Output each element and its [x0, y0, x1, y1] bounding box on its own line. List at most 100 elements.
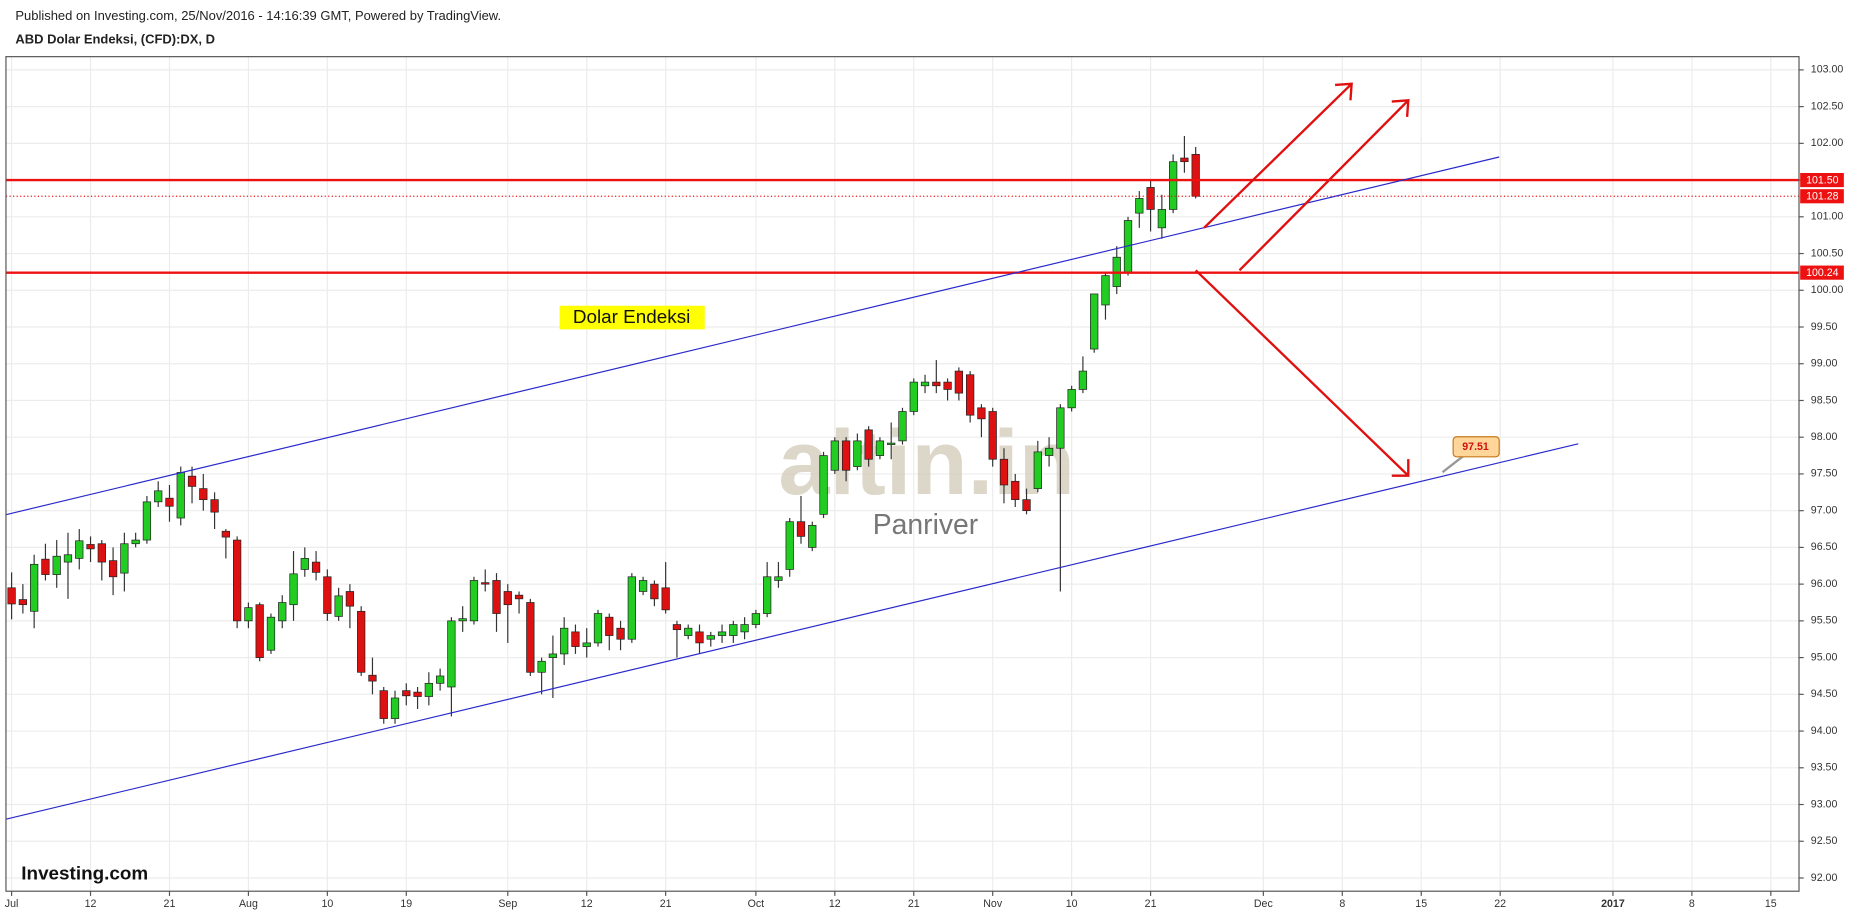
last-price-box — [1800, 189, 1844, 204]
candle-body — [165, 497, 174, 507]
candle-body — [932, 381, 941, 387]
x-tick-label: 21 — [164, 898, 176, 910]
candle-body — [492, 580, 501, 614]
candle-body — [954, 370, 963, 394]
x-tick-label: 8 — [1339, 898, 1345, 910]
annotation: Dolar Endeksi — [573, 307, 691, 328]
annotation-box — [559, 305, 705, 330]
candle-body — [435, 675, 445, 684]
candle-body — [142, 501, 152, 541]
x-tick-label: 10 — [321, 898, 333, 910]
candle-body — [481, 582, 490, 585]
x-tick-label: 10 — [1066, 898, 1078, 910]
candle-body — [763, 576, 772, 614]
candle-body — [1022, 499, 1031, 512]
y-tick-label: 96.50 — [1811, 541, 1838, 553]
candle-body — [796, 521, 806, 537]
candle-body — [233, 539, 242, 622]
level-label-box — [1800, 265, 1844, 280]
candle-body — [717, 631, 727, 636]
x-tick-label: Sep — [498, 898, 517, 910]
candle-body — [345, 591, 355, 607]
candle-body — [379, 690, 388, 719]
y-tick-label: 96.00 — [1811, 578, 1838, 590]
x-tick-label: 12 — [829, 898, 841, 910]
candle-body — [30, 563, 39, 612]
subtitle: Published on Investing.com, 25/Nov/2016 … — [15, 8, 501, 23]
y-tick-label: 93.50 — [1811, 762, 1838, 774]
candle-body — [289, 573, 298, 606]
y-tick-label: 99.00 — [1811, 358, 1838, 370]
candle-body — [638, 580, 648, 592]
candle-body — [18, 599, 28, 606]
y-tick-label: 100.50 — [1811, 247, 1844, 259]
x-tick-label: 21 — [908, 898, 920, 910]
candle-body — [1056, 407, 1065, 449]
y-tick-label: 94.00 — [1811, 725, 1838, 737]
candle-body — [943, 381, 952, 390]
candle-body — [537, 660, 546, 673]
x-tick-label: Nov — [983, 898, 1003, 910]
candle-body — [357, 610, 366, 673]
candle-body — [154, 490, 163, 503]
candle-body — [1146, 187, 1155, 210]
candle-body — [684, 627, 693, 636]
candle-body — [108, 560, 118, 578]
candle-body — [627, 576, 636, 640]
y-tick-label: 99.50 — [1811, 321, 1838, 333]
x-tick-label: 8 — [1689, 898, 1695, 910]
callout-box — [1452, 436, 1500, 458]
x-tick-label: 12 — [85, 898, 97, 910]
candle-body — [402, 690, 411, 697]
candle-body — [548, 653, 558, 658]
candle-body — [695, 631, 704, 644]
y-tick-label: 98.00 — [1811, 431, 1838, 443]
candle-body — [469, 580, 479, 622]
candle-body — [413, 691, 422, 697]
arrow — [1194, 269, 1410, 477]
level-label: 100.24 — [1806, 267, 1839, 279]
candle-body — [909, 381, 918, 412]
chart-title: ABD Dolar Endeksi, (CFD):DX, D — [15, 32, 215, 47]
candle-body — [571, 631, 580, 647]
y-tick-label: 102.00 — [1811, 137, 1844, 149]
candle-body — [706, 635, 715, 640]
x-tick-label: Oct — [748, 898, 765, 910]
arrow — [1238, 99, 1410, 272]
candle-body — [560, 627, 569, 655]
y-tick-label: 95.50 — [1811, 615, 1838, 627]
candle-body — [819, 455, 828, 515]
candle-body — [1011, 480, 1020, 501]
callout-label: 97.51 — [1462, 441, 1489, 453]
x-tick-label: 19 — [400, 898, 412, 910]
candle-body — [255, 604, 264, 658]
trend-line — [5, 443, 1579, 820]
x-tick-label: Dec — [1254, 898, 1274, 910]
candle-body — [605, 616, 614, 636]
candle-body — [751, 613, 761, 625]
candle-body — [244, 607, 253, 622]
y-tick-label: 101.00 — [1811, 211, 1844, 223]
candle-body — [1180, 157, 1189, 163]
candle-body — [120, 543, 129, 574]
candle-body — [920, 381, 930, 387]
x-tick-label: 15 — [1415, 898, 1427, 910]
candle-body — [887, 442, 896, 445]
candle-body — [593, 613, 603, 644]
candle-body — [864, 429, 873, 460]
candle-body — [988, 411, 997, 460]
candle-body — [187, 475, 197, 487]
candle-body — [210, 499, 219, 513]
candle-body — [221, 530, 230, 538]
arrows — [1194, 82, 1410, 477]
logo: Investing.com — [21, 864, 148, 885]
axes: 92.00 92.50 93.00 93.50 94.00 94.50 95.00 95.50… — [5, 64, 1844, 910]
candle-body — [458, 618, 467, 622]
watermark-sub: Panriver — [873, 509, 978, 541]
arrow — [1203, 82, 1353, 229]
candle-body — [131, 539, 140, 545]
y-tick-label: 97.50 — [1811, 468, 1838, 480]
candle-body — [1078, 370, 1088, 390]
candle-body — [526, 602, 535, 673]
